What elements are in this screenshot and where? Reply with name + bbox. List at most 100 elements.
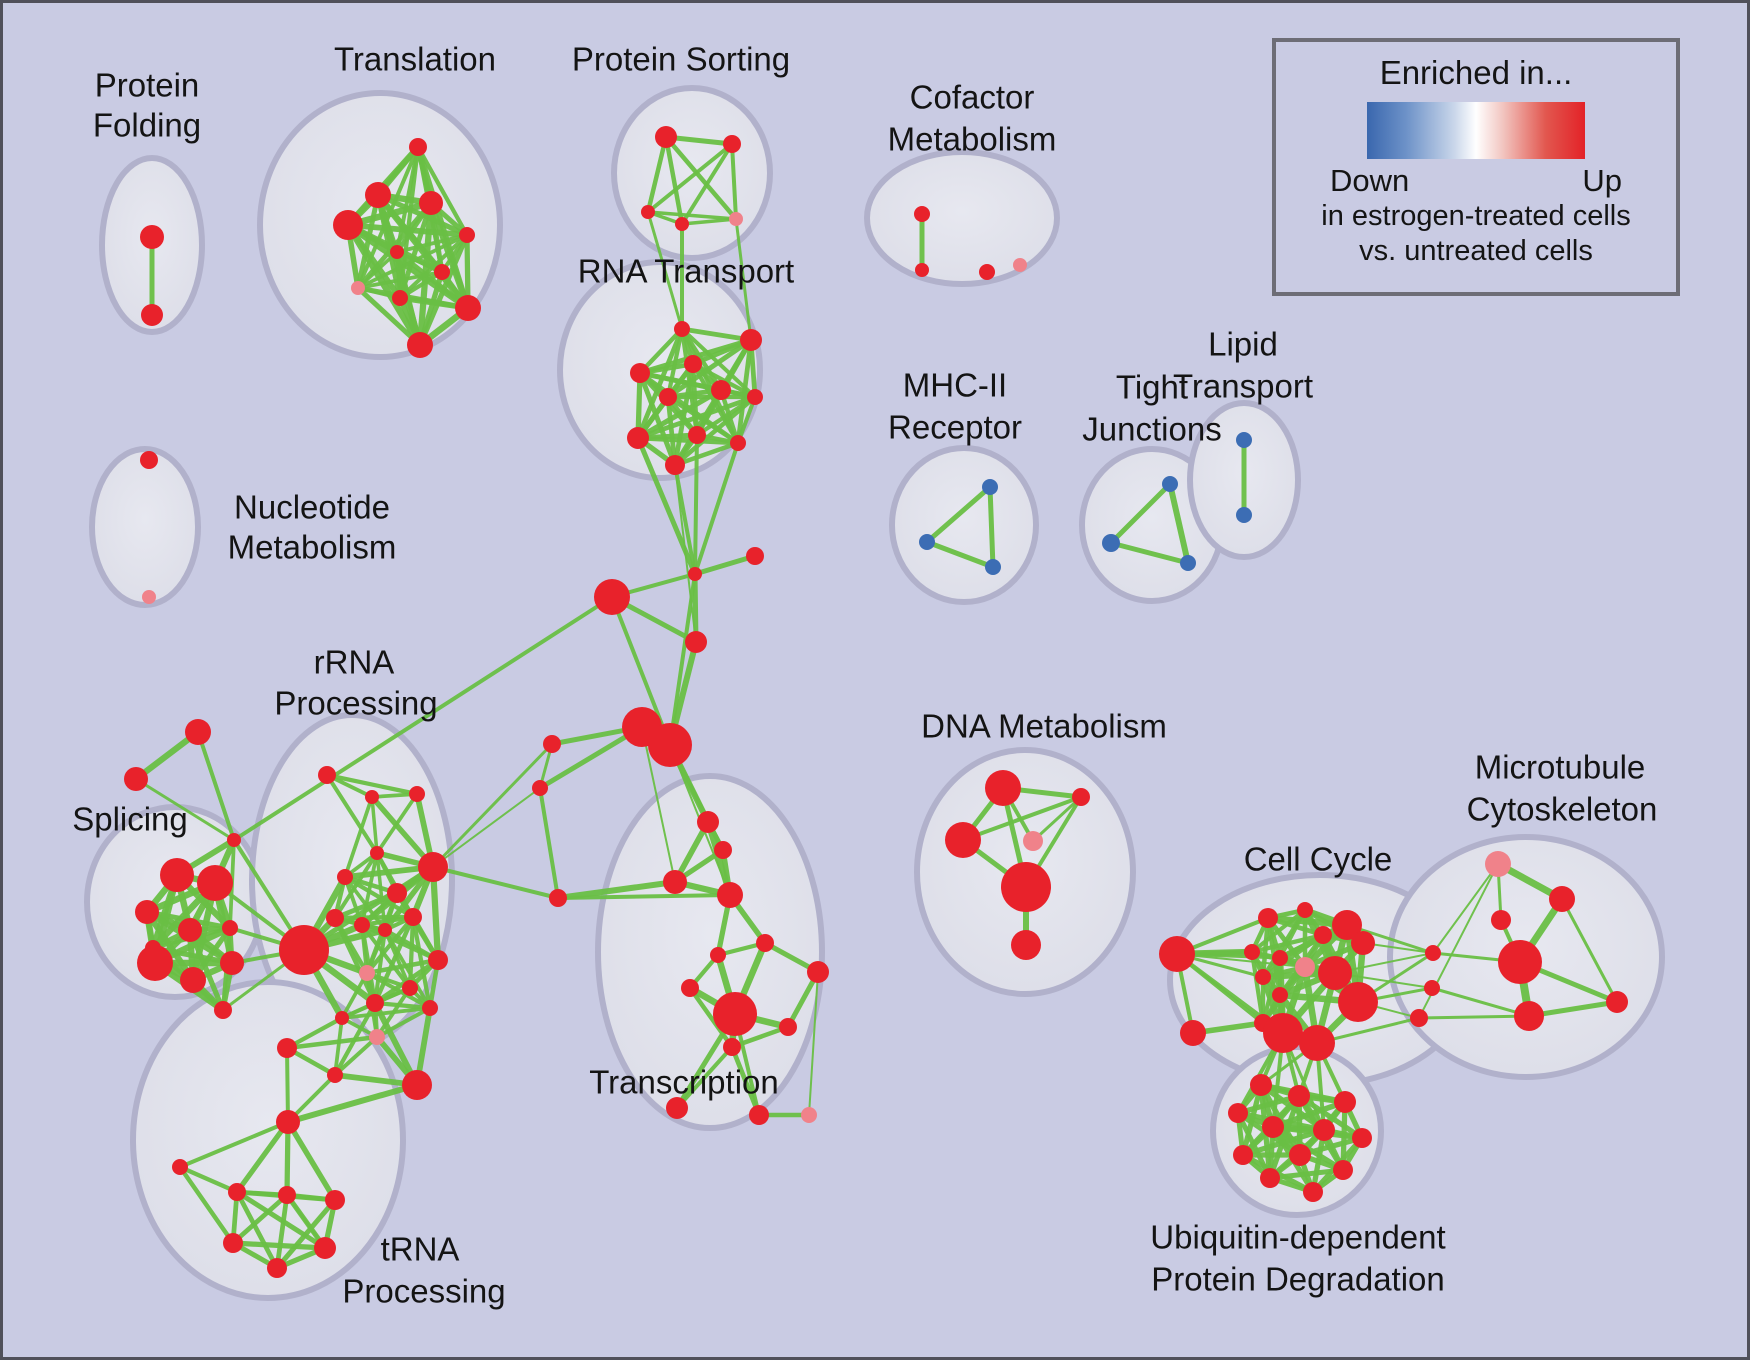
- node-cc-0[interactable]: [1159, 936, 1195, 972]
- node-ub-10[interactable]: [1260, 1168, 1280, 1188]
- node-tn-1[interactable]: [172, 1159, 188, 1175]
- node-tr-5[interactable]: [807, 961, 829, 983]
- node-tn-5[interactable]: [223, 1233, 243, 1253]
- node-cc-3[interactable]: [1314, 926, 1332, 944]
- node-ub-8[interactable]: [1289, 1144, 1311, 1166]
- node-ub-9[interactable]: [1333, 1160, 1353, 1180]
- node-tn-6[interactable]: [314, 1237, 336, 1259]
- node-cc-13[interactable]: [1180, 1020, 1206, 1046]
- node-tr-3[interactable]: [717, 882, 743, 908]
- node-rr-4[interactable]: [337, 869, 353, 885]
- node-rt-1[interactable]: [740, 329, 762, 351]
- node-tl-2[interactable]: [419, 191, 443, 215]
- node-ub-7[interactable]: [1233, 1145, 1253, 1165]
- node-mt-3[interactable]: [1498, 940, 1542, 984]
- node-tr-7[interactable]: [681, 979, 699, 997]
- node-ub-11[interactable]: [1303, 1182, 1323, 1202]
- node-ps-2[interactable]: [641, 205, 655, 219]
- node-ps-4[interactable]: [729, 212, 743, 226]
- node-rr-21[interactable]: [402, 1070, 432, 1100]
- node-rr-3[interactable]: [370, 846, 384, 860]
- node-cc-7[interactable]: [1272, 950, 1288, 966]
- node-ch-2[interactable]: [594, 579, 630, 615]
- node-cc-9[interactable]: [1318, 956, 1352, 990]
- node-ch-5[interactable]: [648, 723, 692, 767]
- node-sp-1[interactable]: [197, 865, 233, 901]
- node-ub-1[interactable]: [1288, 1085, 1310, 1107]
- node-ps-3[interactable]: [675, 217, 689, 231]
- node-ch-7[interactable]: [532, 780, 548, 796]
- node-tl-9[interactable]: [455, 295, 481, 321]
- node-ch-6[interactable]: [543, 735, 561, 753]
- node-mt-1[interactable]: [1549, 886, 1575, 912]
- node-tn-3[interactable]: [278, 1186, 296, 1204]
- node-sp-0[interactable]: [160, 858, 194, 892]
- node-rt-7[interactable]: [627, 427, 649, 449]
- node-rr-11[interactable]: [279, 925, 329, 975]
- node-dn-0[interactable]: [985, 770, 1021, 806]
- node-tr-4[interactable]: [756, 934, 774, 952]
- node-ch-3[interactable]: [685, 631, 707, 653]
- node-rr-2[interactable]: [409, 786, 425, 802]
- node-cc-11[interactable]: [1272, 987, 1288, 1003]
- node-tn-4[interactable]: [325, 1190, 345, 1210]
- node-ub-5[interactable]: [1313, 1119, 1335, 1141]
- node-rt-6[interactable]: [747, 389, 763, 405]
- node-cc-5[interactable]: [1351, 931, 1375, 955]
- node-ub-2[interactable]: [1334, 1091, 1356, 1113]
- node-sp-7[interactable]: [180, 967, 206, 993]
- node-tl-8[interactable]: [392, 290, 408, 306]
- node-tr-13[interactable]: [801, 1107, 817, 1123]
- node-sp-4[interactable]: [222, 920, 238, 936]
- node-mt-4[interactable]: [1425, 945, 1441, 961]
- node-tr-10[interactable]: [723, 1038, 741, 1056]
- node-sp-3[interactable]: [178, 918, 202, 942]
- node-tr-0[interactable]: [697, 811, 719, 833]
- node-sp-11[interactable]: [124, 767, 148, 791]
- node-cc-6[interactable]: [1244, 944, 1260, 960]
- node-rr-5[interactable]: [387, 883, 407, 903]
- node-cc-8[interactable]: [1295, 957, 1315, 977]
- node-mt-6[interactable]: [1410, 1009, 1428, 1027]
- node-rt-2[interactable]: [630, 363, 650, 383]
- node-tj-0[interactable]: [1162, 476, 1178, 492]
- node-rr-18[interactable]: [369, 1029, 385, 1045]
- node-tl-4[interactable]: [459, 227, 475, 243]
- node-tl-7[interactable]: [351, 281, 365, 295]
- node-rr-1[interactable]: [365, 790, 379, 804]
- node-cf-1[interactable]: [915, 263, 929, 277]
- node-nm-0[interactable]: [140, 451, 158, 469]
- node-mt-7[interactable]: [1514, 1001, 1544, 1031]
- node-ub-4[interactable]: [1262, 1116, 1284, 1138]
- node-ps-0[interactable]: [655, 126, 677, 148]
- node-tl-6[interactable]: [434, 264, 450, 280]
- node-lp-1[interactable]: [1236, 507, 1252, 523]
- node-rt-4[interactable]: [659, 388, 677, 406]
- node-dn-2[interactable]: [945, 822, 981, 858]
- node-tr-8[interactable]: [713, 992, 757, 1036]
- node-rt-10[interactable]: [665, 455, 685, 475]
- node-rr-6[interactable]: [418, 852, 448, 882]
- node-dn-3[interactable]: [1023, 831, 1043, 851]
- node-rr-17[interactable]: [335, 1011, 349, 1025]
- node-cc-2[interactable]: [1297, 902, 1313, 918]
- node-tl-1[interactable]: [365, 182, 391, 208]
- node-rt-8[interactable]: [688, 426, 706, 444]
- node-cf-0[interactable]: [914, 206, 930, 222]
- node-tl-0[interactable]: [409, 138, 427, 156]
- node-rr-12[interactable]: [359, 965, 375, 981]
- node-ch-0[interactable]: [688, 567, 702, 581]
- node-tl-3[interactable]: [333, 210, 363, 240]
- node-pf-1[interactable]: [141, 304, 163, 326]
- node-tn-0[interactable]: [276, 1110, 300, 1134]
- node-cf-3[interactable]: [1013, 258, 1027, 272]
- node-mt-2[interactable]: [1491, 910, 1511, 930]
- node-rt-0[interactable]: [674, 321, 690, 337]
- node-dn-4[interactable]: [1001, 862, 1051, 912]
- node-sp-2[interactable]: [135, 900, 159, 924]
- node-tr-12[interactable]: [749, 1105, 769, 1125]
- node-ps-1[interactable]: [723, 135, 741, 153]
- node-rt-5[interactable]: [711, 380, 731, 400]
- node-ub-3[interactable]: [1228, 1103, 1248, 1123]
- node-rr-20[interactable]: [327, 1067, 343, 1083]
